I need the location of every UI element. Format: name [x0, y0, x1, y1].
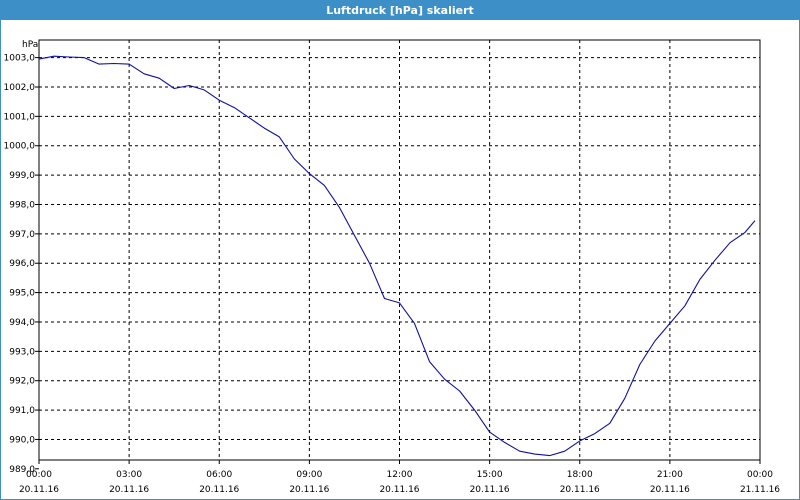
x-tick-date: 20.11.16: [19, 485, 59, 495]
y-tick-label: 989,0: [9, 465, 35, 475]
y-unit-label: hPa: [22, 40, 38, 50]
y-tick-label: 1000,0: [4, 142, 36, 152]
x-tick-time: 00:00: [747, 470, 773, 480]
x-tick-time: 09:00: [296, 470, 322, 480]
x-tick-date: 20.11.16: [470, 485, 510, 495]
y-tick-label: 991,0: [9, 406, 35, 416]
x-tick-time: 15:00: [477, 470, 503, 480]
grid-lines: [39, 40, 760, 460]
x-tick-time: 03:00: [116, 470, 142, 480]
x-tick-time: 21:00: [657, 470, 683, 480]
y-tick-label: 993,0: [9, 347, 35, 357]
x-axis: 00:00 20.11.16 03:00 20.11.16 06:00 20.11.16 0…: [19, 460, 780, 495]
x-tick-date: 20.11.16: [109, 485, 149, 495]
series-layer: [38, 55, 756, 457]
y-tick-label: 994,0: [9, 318, 35, 328]
x-tick-date: 20.11.16: [560, 485, 600, 495]
x-tick-time: 00:00: [26, 470, 52, 480]
y-tick-label: 990,0: [9, 435, 35, 445]
y-tick-label: 1002,0: [4, 83, 36, 93]
x-tick-time: 12:00: [387, 470, 413, 480]
pressure-line: [38, 55, 756, 457]
y-tick-label: 1003,0: [4, 54, 36, 64]
x-tick-date: 20.11.16: [650, 485, 690, 495]
x-tick-date: 20.11.16: [199, 485, 239, 495]
x-tick-time: 18:00: [567, 470, 593, 480]
y-tick-label: 998,0: [9, 200, 35, 210]
x-tick-time: 06:00: [206, 470, 232, 480]
y-tick-label: 995,0: [9, 289, 35, 299]
y-tick-label: 997,0: [9, 230, 35, 240]
y-tick-label: 996,0: [9, 259, 35, 269]
x-tick-date: 20.11.16: [379, 485, 419, 495]
y-tick-label: 999,0: [9, 171, 35, 181]
y-tick-label: 1001,0: [4, 112, 36, 122]
x-tick-date: 21.11.16: [740, 485, 780, 495]
x-tick-date: 20.11.16: [289, 485, 329, 495]
y-axis: 1003,0 1002,0 1001,0 1000,0 999,0 998,0 997,0 9…: [4, 54, 39, 475]
window-title: Luftdruck [hPa] skaliert: [1, 1, 799, 20]
y-tick-label: 992,0: [9, 377, 35, 387]
